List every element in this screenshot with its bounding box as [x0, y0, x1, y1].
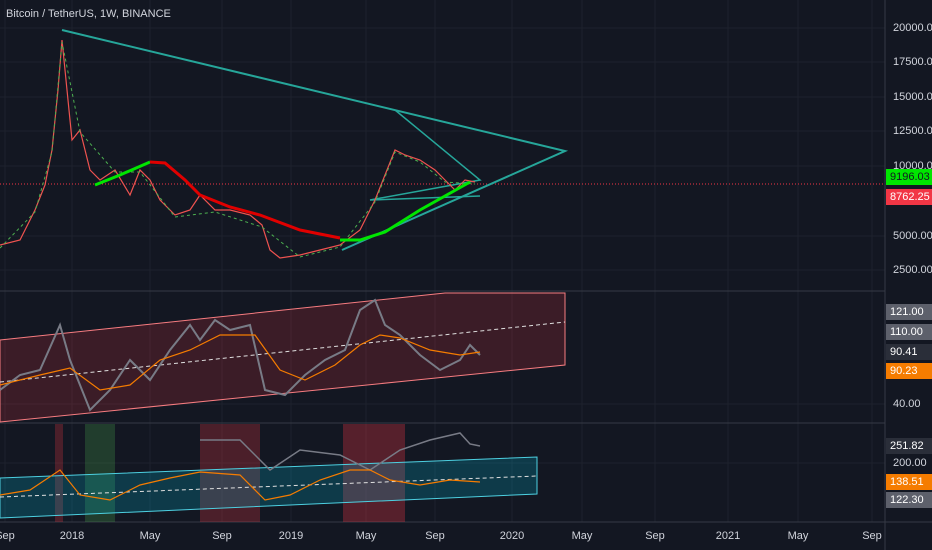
time-label: Sep	[0, 530, 15, 542]
indicator-tag-bg	[886, 324, 932, 340]
indicator-label: 40.00	[893, 398, 921, 410]
time-label: Sep	[212, 530, 232, 542]
axes: 20000.00 17500.00 15000.00 12500.00 10000.00…	[0, 22, 932, 542]
price-label: 5000.00	[893, 230, 932, 242]
indicator-tag-bg	[886, 344, 932, 360]
triangle-inner	[369, 109, 482, 201]
ma-down	[149, 160, 341, 240]
price-label: 10000.00	[893, 160, 932, 172]
indicator-tag-bg	[886, 438, 932, 454]
oscillator	[0, 298, 481, 412]
price-label: 2500.00	[893, 264, 932, 276]
shade	[85, 424, 115, 522]
triangle	[61, 29, 569, 251]
price-label: 15000.00	[893, 91, 932, 103]
price-label: 20000.00	[893, 22, 932, 34]
price-tag-bg	[886, 189, 932, 205]
price-tag-bg	[886, 169, 932, 185]
indicator-tag-bg	[886, 474, 932, 490]
indicator-tag-bg	[886, 304, 932, 320]
price-tag: 9196.03	[890, 171, 930, 183]
chart-title: Bitcoin / TetherUS, 1W, BINANCE	[6, 8, 171, 20]
time-label: Sep	[862, 530, 882, 542]
time-label: May	[788, 530, 809, 542]
ma-up	[94, 160, 151, 187]
price-series	[0, 39, 476, 259]
price-label: 17500.00	[893, 56, 932, 68]
price-label: 12500.00	[893, 125, 932, 137]
indicator-tag: 90.23	[890, 365, 918, 377]
channel	[0, 292, 566, 423]
indicator-tag-bg	[886, 363, 932, 379]
time-label: Sep	[645, 530, 665, 542]
time-label: 2019	[279, 530, 303, 542]
time-label: 2018	[60, 530, 84, 542]
channel-mid	[0, 321, 566, 383]
grid	[0, 0, 885, 522]
indicator-tag-bg	[886, 492, 932, 508]
shade	[55, 424, 63, 522]
channel-mid	[0, 475, 538, 498]
time-label: 2020	[500, 530, 524, 542]
indicator-tag: 251.82	[890, 440, 924, 452]
price-tag: 8762.25	[890, 191, 930, 203]
signal	[0, 469, 481, 501]
ma-up	[340, 180, 471, 242]
indicator-tag: 122.30	[890, 494, 924, 506]
time-label: 2021	[716, 530, 740, 542]
indicator-tag: 90.41	[890, 346, 918, 358]
shade	[343, 424, 405, 522]
price-series-up	[0, 41, 476, 258]
indicator-tag: 121.00	[890, 306, 924, 318]
signal	[0, 334, 481, 391]
indicator-tag: 110.00	[890, 326, 923, 338]
indicator-label: 200.00	[893, 457, 927, 469]
time-label: May	[140, 530, 161, 542]
time-label: Sep	[425, 530, 445, 542]
indicator-tag: 138.51	[890, 476, 924, 488]
time-label: May	[572, 530, 593, 542]
time-label: May	[356, 530, 377, 542]
